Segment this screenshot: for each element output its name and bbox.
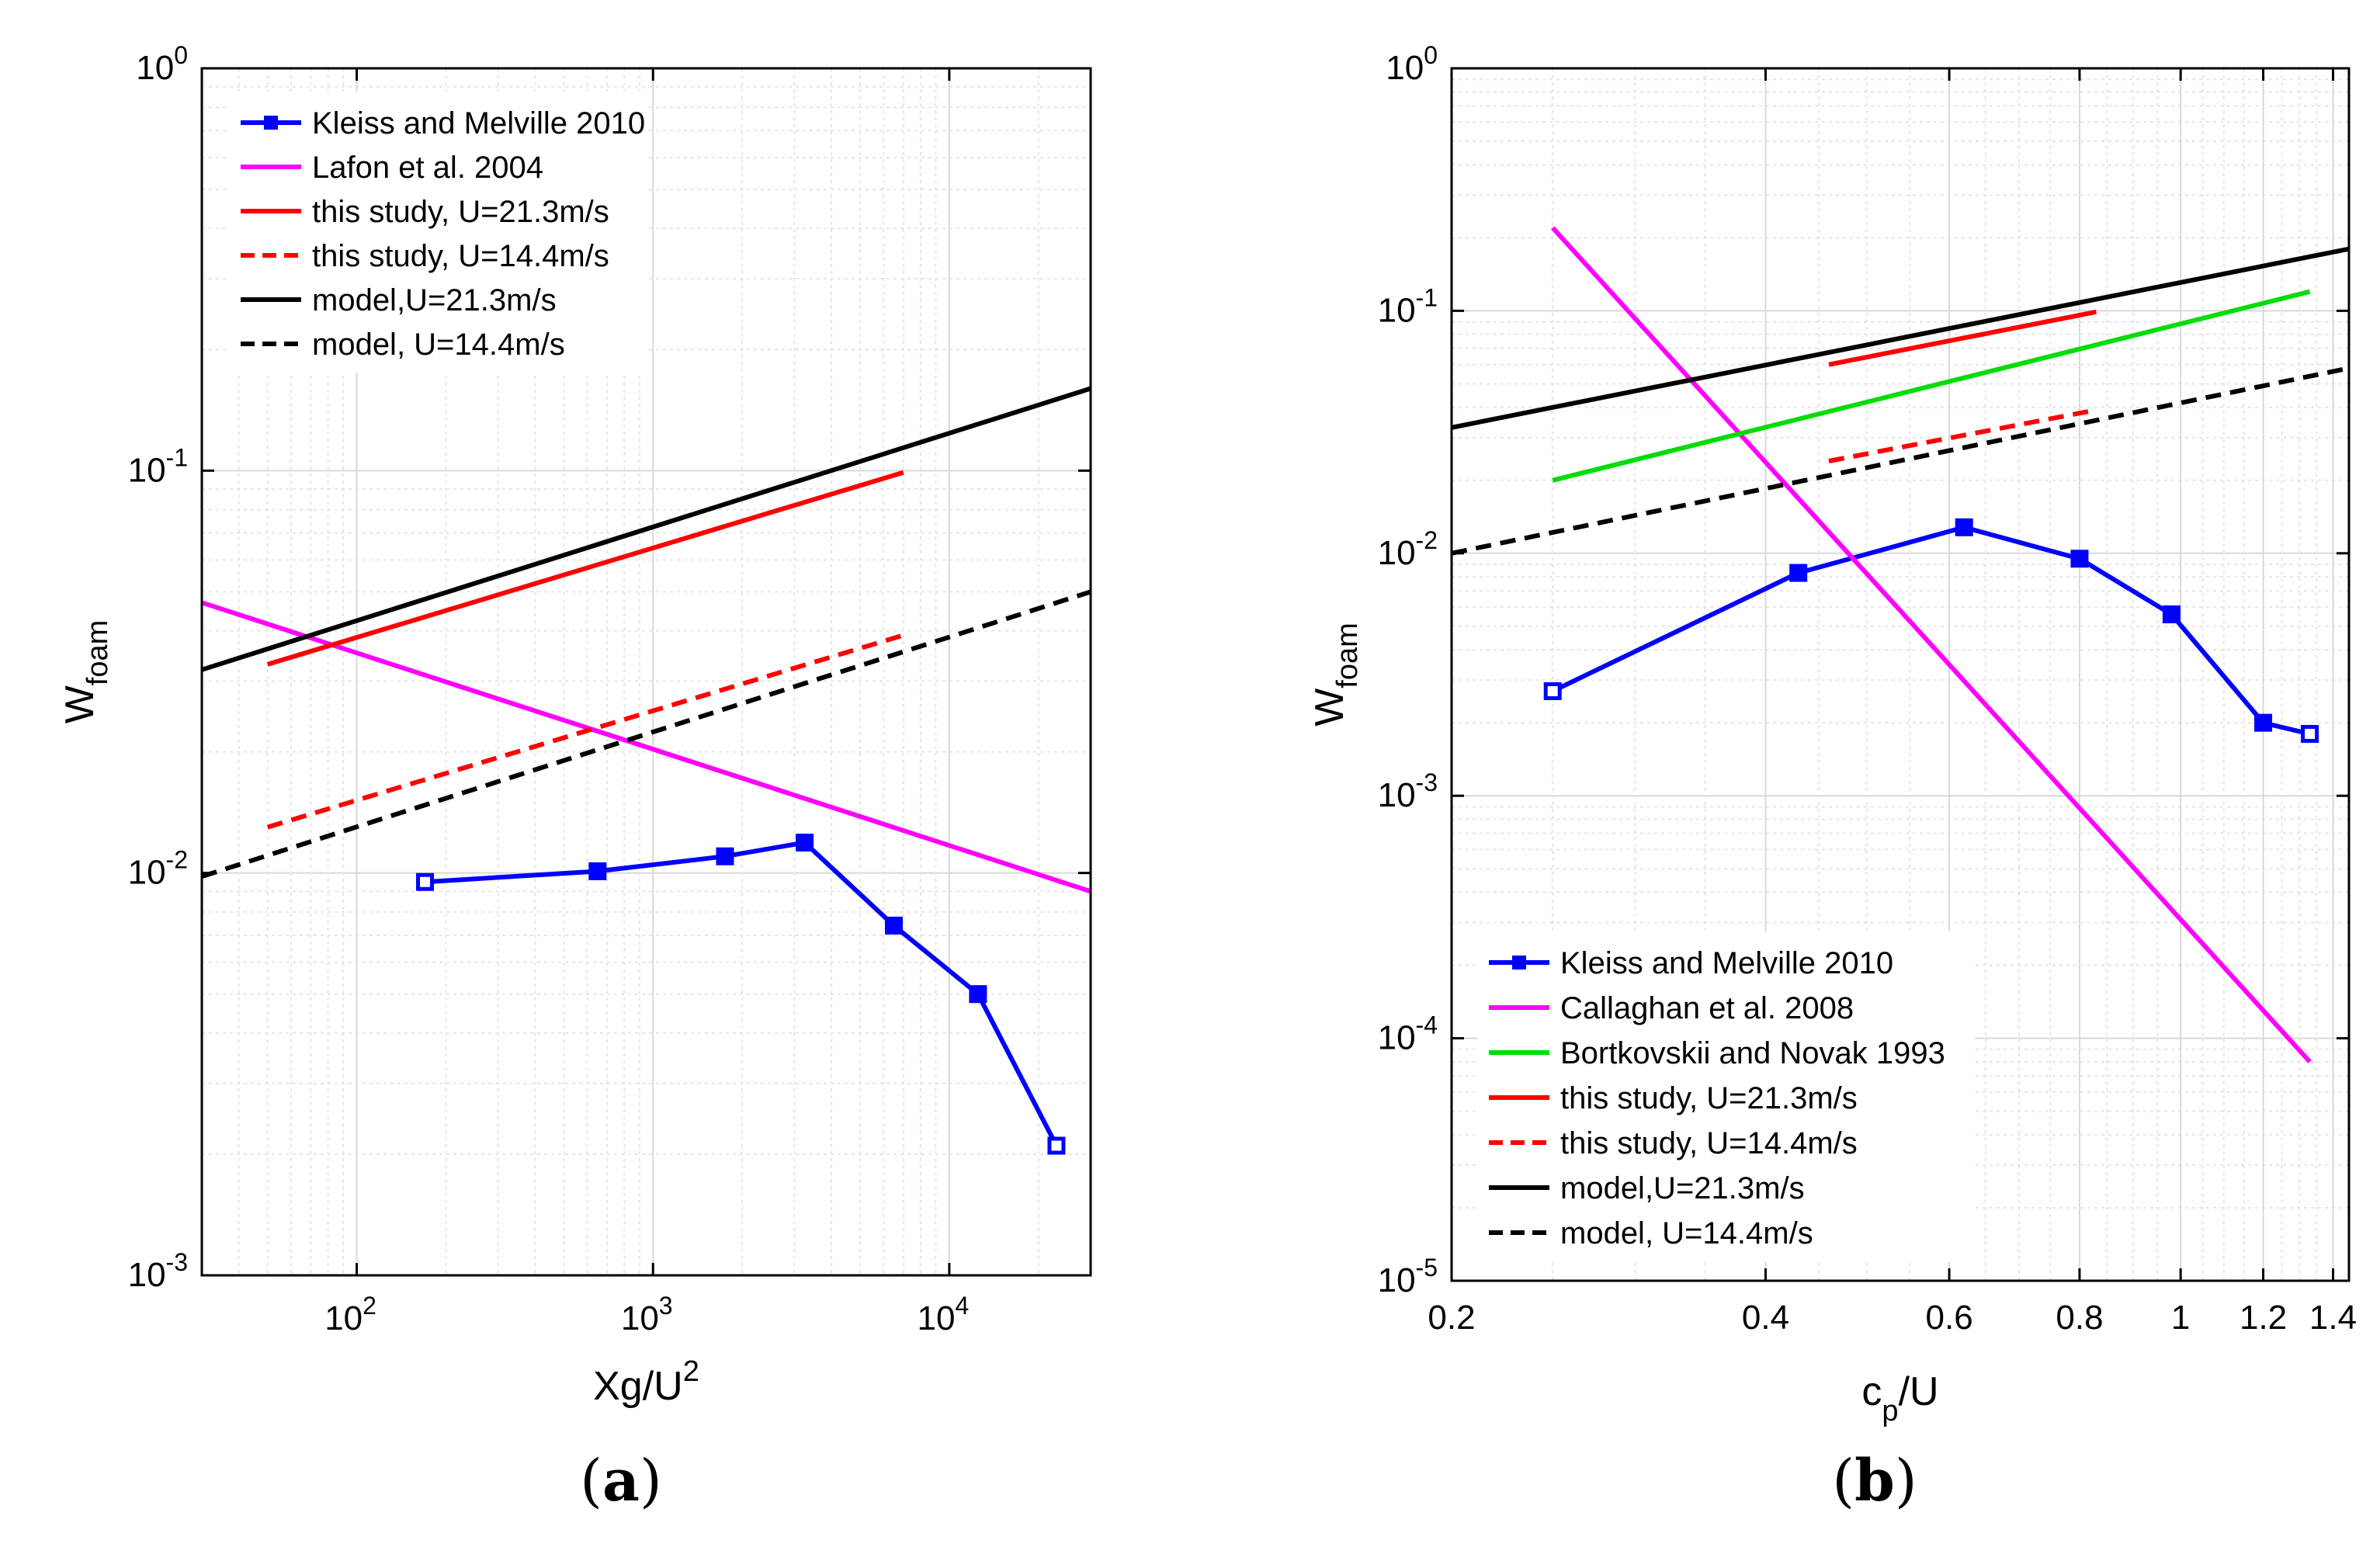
panel-b-label: (b)	[1832, 1448, 1917, 1514]
series-line-0	[1551, 525, 2311, 737]
x-tick-label: 103	[621, 1292, 673, 1337]
y-tick-label: 10-3	[1378, 768, 1438, 814]
series-line-5	[1451, 246, 2350, 430]
legend-box	[230, 92, 649, 373]
y-tick-label: 10-5	[1378, 1254, 1438, 1299]
data-point	[2301, 724, 2319, 743]
legend-label-2: this study, U=21.3m/s	[312, 195, 609, 229]
data-point	[416, 872, 435, 891]
data-point	[716, 847, 734, 865]
x-axis-title: Xg/U2	[593, 1355, 699, 1409]
series-line-3	[266, 633, 904, 830]
legend-marker	[264, 116, 278, 130]
legend-label-1: Lafon et al. 2004	[312, 151, 543, 185]
series-group	[201, 386, 1091, 1155]
y-tick-label: 100	[1386, 41, 1438, 87]
data-point	[969, 985, 987, 1004]
x-tick-label: 104	[918, 1292, 970, 1337]
y-tick-label: 10-3	[128, 1248, 188, 1294]
legend-box	[1478, 931, 1975, 1262]
x-tick-label: 102	[324, 1292, 376, 1337]
data-point	[1047, 1136, 1066, 1155]
data-point	[884, 916, 903, 935]
plot-frame	[1450, 67, 2351, 1282]
data-point	[2254, 713, 2273, 732]
series-line-1	[201, 600, 1091, 894]
x-tick-label: 0.2	[1428, 1299, 1475, 1337]
data-point	[1955, 518, 1973, 536]
y-tick-label: 100	[136, 41, 188, 87]
series-line-2	[1552, 289, 2311, 483]
y-axis-title: Wfoam	[1307, 623, 1364, 727]
data-point	[796, 834, 814, 852]
x-axis-title: cp/U	[1861, 1369, 1938, 1427]
legend-label-2: Bortkovskii and Novak 1993	[1560, 1036, 1945, 1070]
legend-marker	[1512, 956, 1526, 969]
data-point	[1789, 564, 1808, 582]
x-tick-label: 0.8	[2056, 1299, 2103, 1337]
legend-label-5: model, U=14.4m/s	[312, 328, 565, 362]
y-tick-label: 10-4	[1378, 1011, 1438, 1057]
x-tick-label: 0.4	[1742, 1299, 1789, 1337]
legend-label-5: model,U=21.3m/s	[1560, 1171, 1805, 1205]
data-point	[1543, 682, 1562, 700]
y-tick-label: 10-1	[1378, 283, 1438, 329]
x-tick-label: 0.6	[1926, 1299, 1973, 1337]
series-group	[1451, 226, 2350, 1063]
legend-label-4: this study, U=14.4m/s	[1560, 1126, 1858, 1160]
legend: Kleiss and Melville 2010 Lafon et al. 200…	[230, 92, 649, 373]
plot-frame	[200, 67, 1092, 1277]
data-point	[2070, 550, 2089, 568]
legend-label-0: Kleiss and Melville 2010	[1560, 946, 1893, 980]
series-line-3	[1828, 309, 2097, 367]
y-axis-title: Wfoam	[57, 620, 114, 724]
legend-label-0: Kleiss and Melville 2010	[312, 106, 645, 140]
series-line-4	[1828, 408, 2097, 463]
chart-panel-a: 10-3 10-2 10-1 100 102 103 104 Xg/U2 Wfoam Kleiss…	[57, 41, 1092, 1409]
legend-label-3: this study, U=14.4m/s	[312, 239, 609, 273]
series-line-6	[1451, 366, 2350, 556]
legend: Kleiss and Melville 2010 Callaghan et al.…	[1478, 931, 1975, 1262]
chart-panel-b: 10-5 10-4 10-3 10-2 10-1 100 0.2 0.4 0.6 0.8 1 1.2 1…	[1307, 41, 2357, 1427]
y-tick-label: 10-1	[128, 443, 188, 489]
x-tick-label: 1.4	[2309, 1299, 2357, 1337]
legend-label-4: model,U=21.3m/s	[312, 283, 557, 317]
legend-label-1: Callaghan et al. 2008	[1560, 991, 1854, 1025]
y-tick-label: 10-2	[128, 846, 188, 892]
ticks: 10-5 10-4 10-3 10-2 10-1 100 0.2 0.4 0.6 0.8 1 1.2 1…	[1378, 41, 2357, 1337]
series-line-2	[266, 470, 904, 667]
y-tick-label: 10-2	[1378, 526, 1438, 572]
series-line-4	[201, 386, 1091, 672]
panel-a-label: (a)	[580, 1448, 662, 1514]
x-tick-label: 1.2	[2239, 1299, 2287, 1337]
legend-label-3: this study, U=21.3m/s	[1560, 1081, 1858, 1115]
data-point	[2162, 605, 2181, 623]
series-line-5	[201, 589, 1091, 879]
x-tick-label: 1	[2171, 1299, 2190, 1337]
data-point	[588, 862, 607, 880]
series-line-1	[1550, 226, 2312, 1063]
legend-label-6: model, U=14.4m/s	[1560, 1216, 1813, 1250]
